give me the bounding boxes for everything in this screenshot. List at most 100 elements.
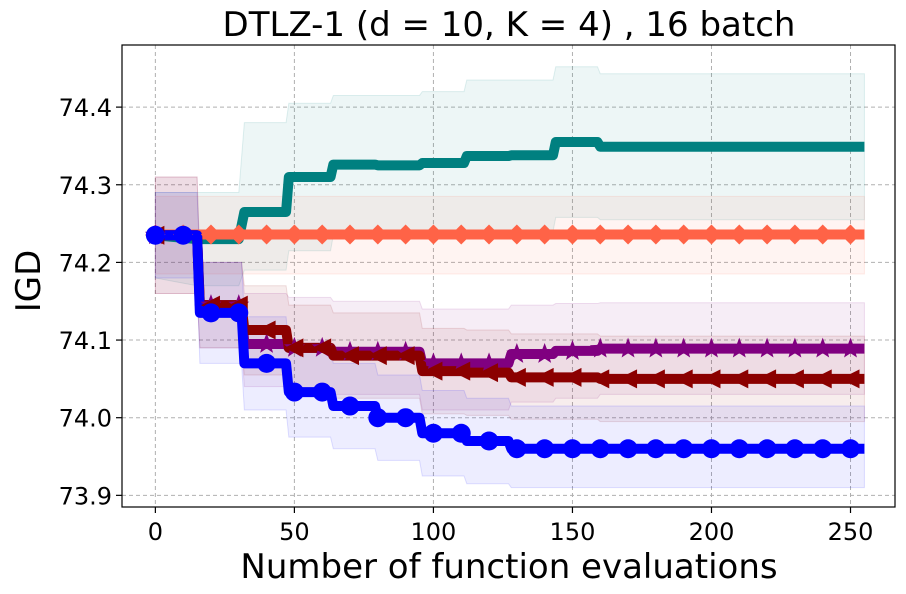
coral-series-marker bbox=[506, 224, 527, 245]
darkred-series-marker bbox=[506, 367, 526, 387]
blue-series-marker bbox=[451, 423, 471, 443]
blue-series-marker bbox=[284, 382, 304, 402]
darkred-series-marker bbox=[562, 367, 582, 387]
purple-series-marker bbox=[534, 343, 556, 363]
coral-series-marker bbox=[534, 224, 555, 245]
grid bbox=[122, 45, 895, 507]
purple-series-marker bbox=[422, 352, 444, 373]
coral-series-marker bbox=[423, 224, 444, 245]
blue-series-marker bbox=[618, 439, 638, 459]
y-tick-label: 74.2 bbox=[59, 249, 112, 277]
blue-series-marker bbox=[674, 439, 694, 459]
darkred-series-marker bbox=[367, 346, 387, 366]
y-tick-label: 74.1 bbox=[59, 327, 112, 355]
purple-series-marker bbox=[673, 337, 695, 358]
purple-series-marker bbox=[561, 339, 583, 360]
blue-series-marker bbox=[757, 439, 777, 459]
purple-series-marker bbox=[450, 352, 472, 373]
blue-series-marker bbox=[145, 225, 165, 245]
blue-series-marker bbox=[535, 439, 555, 459]
y-tick-label: 74.0 bbox=[59, 405, 112, 433]
confidence-bands bbox=[154, 66, 865, 489]
axis-ticks: 0 50 100 150 200 250 73.9 74.0 74.1 74.2 74.3 74.4 bbox=[59, 94, 874, 546]
chart-title: DTLZ-1 (d = 10, K = 4) , 16 batch bbox=[223, 5, 796, 45]
darkred-series-marker bbox=[395, 346, 415, 366]
x-tick-label: 200 bbox=[689, 518, 735, 546]
coral-series-marker bbox=[562, 224, 583, 245]
blue-series-marker bbox=[368, 408, 388, 428]
coral-series-marker bbox=[812, 224, 833, 245]
coral-series-marker bbox=[312, 224, 333, 245]
y-tick-label: 73.9 bbox=[59, 482, 112, 510]
coral-series-marker bbox=[673, 224, 694, 245]
darkred-series-marker bbox=[840, 369, 860, 389]
darkred-series-marker bbox=[340, 346, 360, 366]
darkred-series-marker bbox=[423, 361, 443, 381]
blue-series-marker bbox=[312, 382, 332, 402]
blue-series-marker bbox=[396, 408, 416, 428]
coral-series-marker bbox=[590, 224, 611, 245]
purple-series-marker bbox=[756, 337, 778, 358]
purple-series-marker bbox=[812, 337, 834, 358]
coral-series-marker bbox=[340, 224, 361, 245]
darkred-series-marker bbox=[673, 369, 693, 389]
darkred-series-marker bbox=[590, 369, 610, 389]
blue-series-marker bbox=[646, 439, 666, 459]
coral-series-marker bbox=[200, 224, 221, 245]
coral-series-marker bbox=[729, 224, 750, 245]
purple-series-marker bbox=[728, 337, 750, 358]
blue-series-marker bbox=[173, 225, 193, 245]
coral-series-marker bbox=[479, 224, 500, 245]
purple-series-marker bbox=[256, 332, 278, 353]
darkred-series-marker bbox=[757, 369, 777, 389]
purple-series-marker bbox=[589, 337, 611, 358]
coral-series-marker bbox=[701, 224, 722, 245]
blue-series-marker bbox=[479, 431, 499, 451]
darkred-series-marker bbox=[284, 338, 304, 358]
darkred-series-marker bbox=[451, 361, 471, 381]
purple-series-marker bbox=[617, 337, 639, 358]
purple-series-marker bbox=[506, 343, 528, 363]
blue-series-marker bbox=[229, 303, 249, 323]
blue-series-marker bbox=[201, 303, 221, 323]
x-axis-label: Number of function evaluations bbox=[240, 547, 777, 587]
darkred-series-marker bbox=[784, 369, 804, 389]
purple-series-marker bbox=[478, 352, 500, 373]
purple-series-marker bbox=[701, 337, 722, 358]
coral-series-marker bbox=[367, 224, 388, 245]
blue-series-marker bbox=[785, 439, 805, 459]
purple-series-marker bbox=[784, 337, 806, 358]
plot-frame bbox=[121, 44, 896, 508]
x-tick-label: 150 bbox=[550, 518, 596, 546]
series-markers bbox=[144, 224, 861, 459]
x-tick-label: 0 bbox=[148, 518, 163, 546]
blue-series-marker bbox=[257, 353, 277, 373]
darkred-series-marker bbox=[256, 320, 276, 340]
teal-series-line bbox=[154, 137, 865, 245]
y-axis-label: IGD bbox=[9, 250, 49, 313]
darkred-series-marker bbox=[618, 369, 638, 389]
blue-series-marker bbox=[729, 439, 749, 459]
coral-series-marker bbox=[228, 224, 249, 245]
coral-series-marker bbox=[784, 224, 805, 245]
darkred-series-marker bbox=[479, 363, 499, 383]
x-tick-label: 250 bbox=[828, 518, 874, 546]
coral-series-marker bbox=[645, 224, 666, 245]
darkred-series-marker bbox=[645, 369, 665, 389]
x-tick-label: 50 bbox=[279, 518, 310, 546]
darkred-series-marker bbox=[701, 369, 721, 389]
coral-series-marker bbox=[757, 224, 778, 245]
coral-series-marker bbox=[840, 224, 861, 245]
blue-series-marker bbox=[507, 439, 527, 459]
coral-series-marker bbox=[451, 224, 472, 245]
purple-series-marker bbox=[840, 337, 861, 358]
blue-series-marker bbox=[423, 423, 443, 443]
blue-series-marker bbox=[701, 439, 721, 459]
x-tick-label: 100 bbox=[411, 518, 457, 546]
darkred-series-marker bbox=[534, 367, 554, 387]
y-tick-label: 74.3 bbox=[59, 172, 112, 200]
blue-series-marker bbox=[841, 439, 861, 459]
purple-series-marker bbox=[645, 337, 667, 358]
y-tick-label: 74.4 bbox=[59, 94, 112, 122]
